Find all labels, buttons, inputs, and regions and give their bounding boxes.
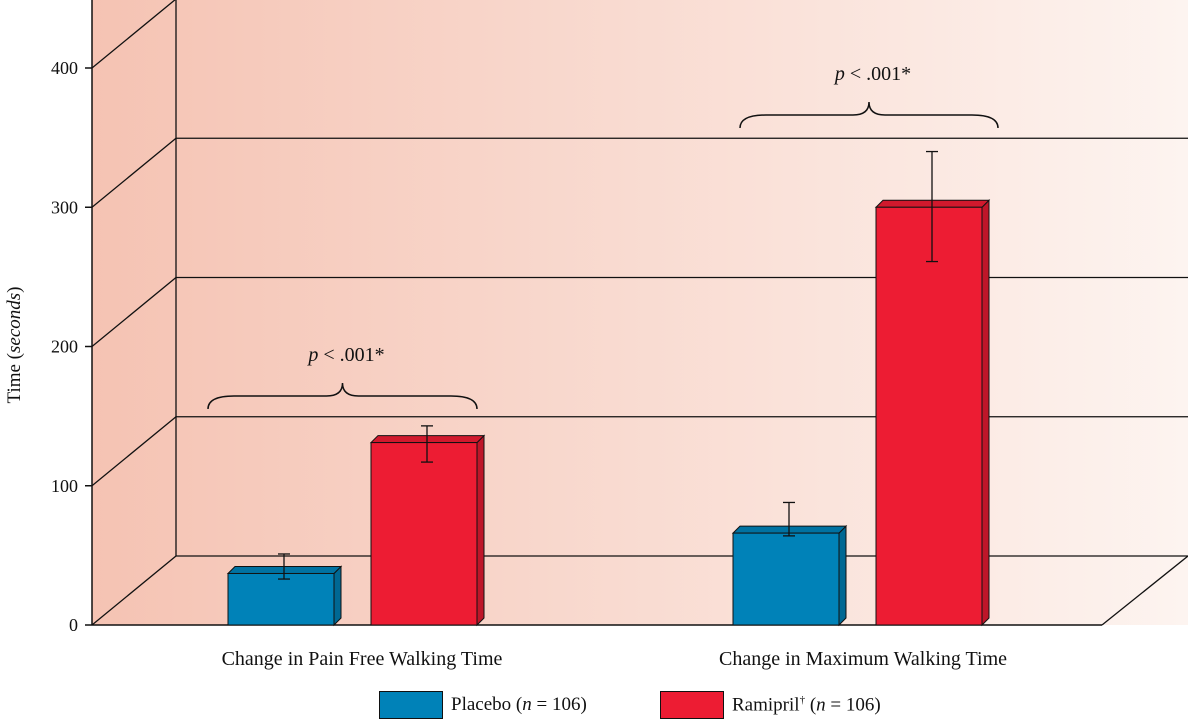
legend-item-placebo: Placebo (n = 106) <box>379 690 587 720</box>
y-tick-label: 300 <box>51 197 78 217</box>
legend-swatch-placebo <box>379 691 443 719</box>
gridline-diagonal <box>91 416 177 487</box>
gridline-diagonal <box>91 276 177 348</box>
floor-edge-right <box>1101 555 1188 626</box>
bar-side-placebo-2 <box>838 524 847 627</box>
bar-placebo-1 <box>227 572 335 626</box>
significance-label-2: p < .001* <box>833 63 911 85</box>
y-tick-label: 0 <box>69 615 78 635</box>
legend-item-ramipril: Ramipril† (n = 106) <box>660 690 881 720</box>
y-axis: 0 100 200 300 400 <box>51 0 93 635</box>
bar-ramipril-2 <box>875 206 983 626</box>
plot-background <box>92 0 1188 625</box>
category-labels: Change in Pain Free Walking Time Change i… <box>222 648 1008 670</box>
floor-edge-left <box>91 555 177 626</box>
gridline-diagonal <box>91 137 177 208</box>
significance-annotations: p < .001* p < .001* <box>207 63 999 410</box>
y-axis-title: Time (seconds) <box>4 287 25 404</box>
legend-label-placebo: Placebo (n = 106) <box>451 694 587 715</box>
bar-chart: 0 100 200 300 400 p < .001* p < .001* Time (s… <box>4 0 1188 670</box>
bar-side-ramipril-1 <box>476 434 485 627</box>
significance-brace-2 <box>739 101 999 129</box>
legend-swatch-ramipril <box>660 691 724 719</box>
legend-label-ramipril: Ramipril† (n = 106) <box>732 693 881 716</box>
bar-placebo-2 <box>732 532 840 626</box>
bar-ramipril-1 <box>370 442 478 626</box>
gridline-diagonal <box>91 0 176 69</box>
category-label-2: Change in Maximum Walking Time <box>719 648 1007 670</box>
bar-side-placebo-1 <box>333 565 342 627</box>
significance-label-1: p < .001* <box>306 344 384 366</box>
bars <box>226 150 991 627</box>
bar-side-ramipril-2 <box>981 199 990 627</box>
y-tick-label: 100 <box>51 476 78 496</box>
category-label-1: Change in Pain Free Walking Time <box>222 648 503 670</box>
y-tick-label: 400 <box>51 58 78 78</box>
significance-brace-1 <box>207 382 478 410</box>
y-tick-label: 200 <box>51 337 78 357</box>
